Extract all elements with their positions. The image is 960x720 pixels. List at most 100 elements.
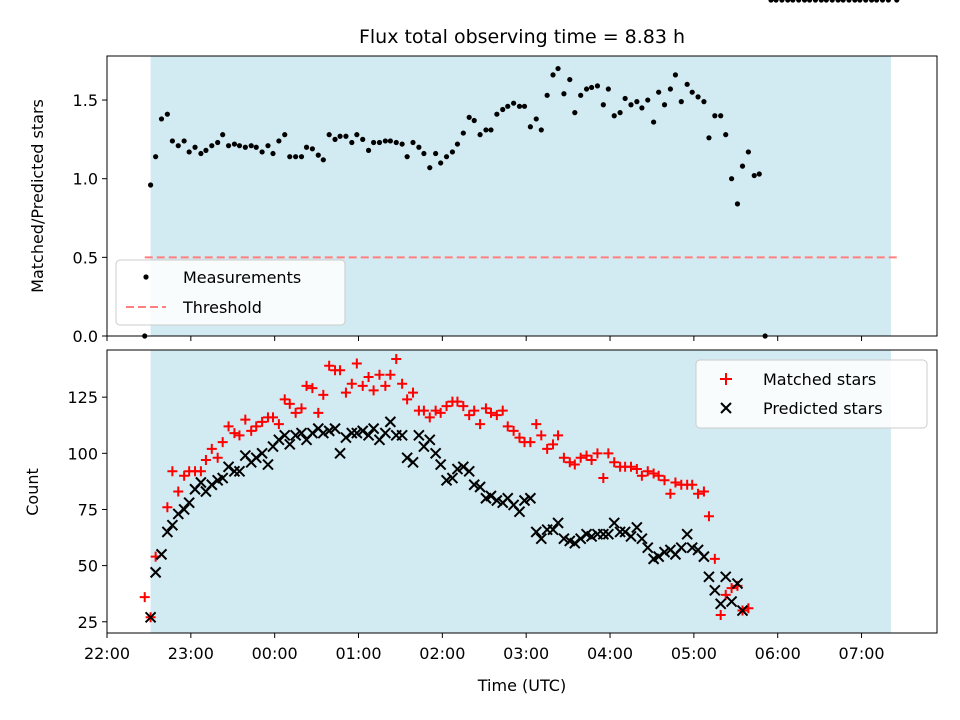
measurement-point: [894, 0, 900, 3]
bottom-legend: Matched stars Predicted stars: [695, 359, 928, 429]
measurement-point: [594, 83, 601, 89]
measurement-point: [718, 113, 724, 119]
matched-stars-points: [140, 353, 754, 623]
measurement-point: [779, 0, 785, 3]
measurement-point: [645, 97, 651, 103]
measurement-point: [410, 139, 416, 146]
measurement-point: [287, 154, 293, 160]
bottom-x-axis: 22:00 23:00 00:00 01:00 02:00 03:00 04:00 05:00…: [84, 633, 885, 663]
predicted-star-point: [429, 447, 442, 460]
measurement-point: [533, 116, 539, 122]
x-tick-label: 05:00: [671, 644, 717, 663]
predicted-star-point: [608, 517, 620, 529]
predicted-star-point: [709, 584, 721, 597]
measurement-point: [270, 150, 276, 157]
measurement-point: [399, 141, 405, 147]
legend-predicted-label: Predicted stars: [763, 399, 883, 418]
matched-star-point: [240, 414, 251, 425]
matched-star-point: [246, 425, 257, 436]
matched-star-point: [558, 452, 569, 463]
predicted-star-point: [658, 546, 671, 558]
predicted-star-point: [530, 526, 542, 538]
measurement-point: [360, 136, 366, 142]
matched-star-point: [402, 394, 413, 405]
measurement-point: [259, 149, 265, 155]
matched-star-point: [659, 475, 670, 486]
matched-star-point: [284, 398, 295, 409]
predicted-star-point: [289, 429, 302, 442]
predicted-star-point: [367, 422, 380, 435]
matched-star-point: [223, 421, 234, 432]
measurement-point: [734, 201, 741, 207]
measurement-point: [578, 92, 584, 98]
measurement-point: [265, 143, 271, 149]
predicted-star-point: [440, 474, 453, 486]
matched-star-point: [217, 437, 228, 448]
measurement-point: [651, 119, 657, 125]
measurement-point: [801, 0, 808, 3]
predicted-star-point: [262, 458, 274, 471]
measurement-point: [863, 0, 869, 3]
matched-star-point: [296, 403, 307, 414]
measurement-point: [421, 150, 427, 157]
measurement-point: [723, 132, 729, 138]
measurement-point: [796, 0, 802, 3]
matched-star-point: [475, 419, 486, 430]
matched-star-point: [318, 389, 329, 400]
matched-star-point: [698, 486, 709, 497]
matched-star-point: [391, 353, 402, 364]
measurement-point: [588, 84, 595, 91]
measurement-point: [248, 143, 254, 149]
predicted-star-point: [379, 427, 392, 439]
predicted-star-point: [195, 476, 207, 489]
measurement-point: [371, 139, 377, 146]
predicted-star-point: [155, 548, 168, 561]
predicted-star-point: [284, 438, 296, 451]
measurement-point: [315, 152, 321, 158]
matched-star-point: [648, 468, 659, 479]
measurement-point: [639, 105, 645, 111]
bottom-y-tick-label: 25: [78, 613, 98, 632]
predicted-star-point: [279, 429, 291, 442]
predicted-star-point: [161, 526, 174, 538]
measurement-point: [768, 0, 774, 3]
matched-star-point: [525, 437, 536, 448]
matched-star-point: [464, 410, 475, 421]
matched-star-point: [397, 378, 408, 389]
measurement-point: [483, 127, 489, 133]
x-axis-label: Time (UTC): [477, 676, 566, 695]
matched-star-point: [497, 405, 508, 416]
measurement-point: [527, 124, 533, 130]
measurement-point: [220, 132, 226, 138]
x-tick-label: 23:00: [168, 644, 214, 663]
measurement-point: [823, 0, 829, 3]
predicted-star-point: [468, 479, 480, 491]
measurement-point: [751, 172, 757, 179]
x-tick-label: 00:00: [252, 644, 298, 663]
measurement-point: [192, 144, 198, 150]
predicted-star-point: [614, 526, 626, 538]
matched-star-point: [340, 387, 351, 398]
matched-star-point: [581, 450, 592, 461]
measurement-point: [785, 0, 791, 3]
top-y-tick-label: 1.5: [73, 91, 98, 110]
predicted-star-point: [513, 506, 526, 518]
predicted-star-point: [334, 447, 346, 460]
predicted-star-point: [491, 494, 503, 507]
matched-star-point: [687, 479, 698, 490]
measurement-point: [505, 103, 511, 109]
bottom-legend-box: [695, 359, 928, 429]
predicted-star-point: [295, 427, 308, 439]
matched-star-point: [408, 387, 419, 398]
x-tick-label: 06:00: [755, 644, 801, 663]
measurement-point: [175, 143, 181, 149]
predicted-star-point: [535, 532, 547, 545]
measurement-point: [298, 154, 305, 160]
legend-matched-label: Matched stars: [763, 370, 876, 389]
chart-title: Flux total observing time = 8.83 h: [359, 26, 685, 48]
measurement-point: [282, 132, 288, 138]
measurement-point: [236, 143, 243, 149]
matched-star-point: [351, 358, 362, 369]
matched-star-point: [290, 407, 301, 418]
